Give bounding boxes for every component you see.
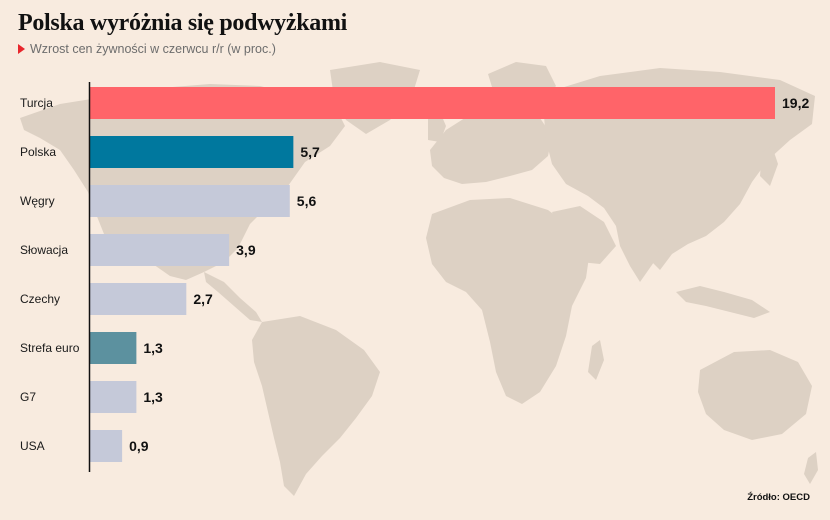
arabia-shape (552, 206, 616, 264)
category-label: Czechy (20, 292, 60, 306)
bar-węgry (90, 185, 290, 217)
value-label: 1,3 (143, 389, 163, 405)
value-label: 2,7 (193, 291, 213, 307)
value-label: 0,9 (129, 438, 149, 454)
uk-shape (428, 112, 446, 142)
new-zealand-shape (804, 452, 818, 484)
chart-subtitle: Wzrost cen żywności w czerwcu r/r (w pro… (18, 42, 276, 56)
south-america-shape (252, 316, 380, 496)
triangle-marker-icon (18, 44, 25, 54)
category-label: Strefa euro (20, 341, 80, 355)
bar-usa (90, 430, 123, 462)
bar-turcja (90, 87, 775, 119)
category-label: Słowacja (20, 243, 68, 257)
value-label: 3,9 (236, 242, 256, 258)
north-america-shape (20, 84, 345, 280)
central-america-shape (204, 272, 262, 322)
indonesia-shape (676, 286, 770, 318)
chart-title: Polska wyróżnia się podwyżkami (18, 10, 348, 36)
africa-shape (426, 198, 590, 404)
europe-shape (430, 108, 552, 184)
category-label: Polska (20, 145, 56, 159)
bar-strefa-euro (90, 332, 137, 364)
category-label: Węgry (20, 194, 55, 208)
australia-shape (698, 350, 812, 440)
india-shape (616, 222, 664, 282)
japan-shape (760, 146, 778, 186)
bar-polska (90, 136, 294, 168)
subtitle-text: Wzrost cen żywności w czerwcu r/r (w pro… (30, 42, 276, 56)
bar-g7 (90, 381, 137, 413)
value-label: 5,7 (300, 144, 320, 160)
madagascar-shape (588, 340, 604, 380)
source-note: Źródło: OECD (747, 492, 810, 503)
value-label: 19,2 (782, 95, 809, 111)
value-label: 5,6 (297, 193, 317, 209)
category-label: Turcja (20, 96, 53, 110)
value-label: 1,3 (143, 340, 163, 356)
category-label: USA (20, 439, 45, 453)
bar-czechy (90, 283, 187, 315)
bar-słowacja (90, 234, 230, 266)
category-label: G7 (20, 390, 36, 404)
